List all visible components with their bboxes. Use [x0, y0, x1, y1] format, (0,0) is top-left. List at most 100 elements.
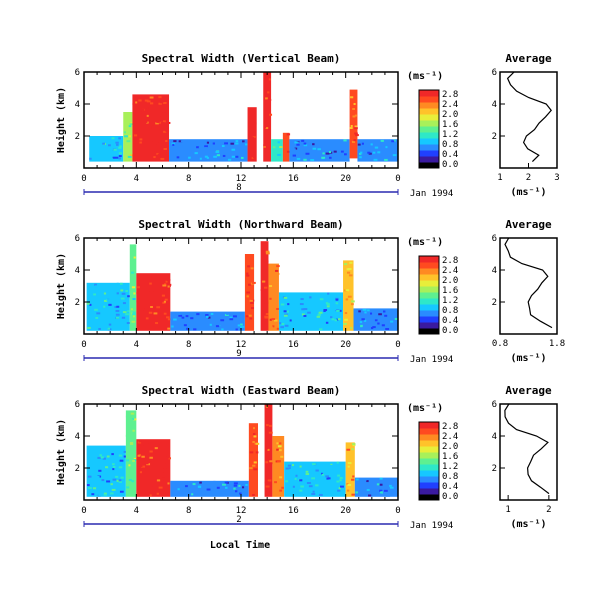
- heatmap-cell: [231, 148, 236, 151]
- heatmap-cell: [285, 471, 290, 474]
- heatmap-cell: [171, 492, 174, 495]
- heatmap-cell: [92, 473, 97, 476]
- heatmap-cell: [163, 322, 167, 325]
- heatmap-cell: [345, 142, 350, 145]
- heatmap-cell: [327, 477, 331, 480]
- heatmap-cell: [114, 156, 119, 159]
- heatmap-cell: [106, 455, 110, 458]
- heatmap-cell: [300, 298, 304, 301]
- heatmap-cell: [350, 303, 354, 306]
- average-x-tick-label: 3: [554, 173, 559, 183]
- heatmap-cell: [157, 152, 162, 155]
- heatmap-cell: [120, 297, 125, 300]
- heatmap-cell: [208, 147, 212, 150]
- heatmap-cell: [165, 140, 168, 143]
- heatmap-cell: [115, 316, 120, 319]
- average-y-tick-label: 2: [492, 132, 497, 142]
- heatmap-cell: [118, 152, 122, 155]
- heatmap-cell: [89, 157, 92, 160]
- heatmap-cell: [272, 325, 275, 328]
- heatmap-cell: [145, 472, 150, 475]
- heatmap-cell: [296, 143, 300, 146]
- heatmap-cell: [264, 301, 269, 304]
- heatmap-cell: [359, 152, 362, 155]
- heatmap-cell: [287, 303, 290, 306]
- heatmap-cell: [103, 299, 108, 302]
- colorbar-swatch: [419, 274, 439, 281]
- heatmap-cell: [374, 319, 378, 322]
- x-tick-label: 4: [134, 340, 139, 350]
- heatmap-cell: [283, 310, 287, 313]
- heatmap-cell: [95, 287, 99, 290]
- heatmap-cell: [263, 247, 268, 250]
- heatmap-band: [357, 139, 398, 162]
- heatmap-cell: [106, 480, 111, 483]
- heatmap-cell: [249, 451, 254, 454]
- y-axis-label: Height (km): [55, 419, 67, 485]
- heatmap-cell: [271, 306, 275, 309]
- panel-title: Spectral Width (Vertical Beam): [142, 52, 341, 65]
- heatmap-cell: [140, 275, 144, 278]
- heatmap-cell: [376, 483, 380, 486]
- heatmap-cell: [128, 135, 132, 138]
- heatmap-cell: [369, 312, 373, 315]
- heatmap-cell: [254, 122, 257, 125]
- heatmap-cell: [308, 485, 313, 488]
- heatmap-cell: [331, 318, 335, 321]
- heatmap-cell: [148, 443, 151, 446]
- heatmap-cell: [252, 427, 256, 430]
- heatmap-cell: [148, 317, 153, 320]
- heatmap-cell: [149, 290, 154, 293]
- heatmap-cell: [284, 324, 289, 327]
- heatmap-cell: [346, 307, 350, 310]
- heatmap-cell: [338, 309, 342, 312]
- heatmap-cell: [153, 312, 158, 315]
- heatmap-cell: [157, 448, 161, 451]
- y-tick-label: 4: [75, 432, 80, 442]
- heatmap-cell: [141, 453, 145, 456]
- heatmap-cell: [139, 471, 143, 474]
- heatmap-cell: [129, 442, 134, 445]
- heatmap-cell: [310, 159, 315, 162]
- heatmap-cell: [118, 146, 122, 149]
- heatmap-cell: [137, 441, 142, 444]
- heatmap-cell: [150, 102, 154, 105]
- heatmap-cell: [362, 308, 367, 311]
- heatmap-cell: [269, 285, 273, 288]
- heatmap-cell: [252, 441, 255, 444]
- heatmap-cell: [178, 314, 183, 317]
- heatmap-cell: [292, 148, 296, 151]
- average-x-tick-label: 1: [505, 505, 510, 515]
- heatmap-cell: [265, 485, 270, 488]
- heatmap-cell: [289, 319, 292, 322]
- heatmap-cell: [168, 283, 172, 286]
- colorbar-swatch: [419, 322, 439, 329]
- heatmap-cell: [224, 488, 229, 491]
- heatmap-cell: [120, 289, 124, 292]
- heatmap-cell: [186, 327, 189, 330]
- heatmap-cell: [287, 464, 292, 467]
- heatmap-cell: [103, 493, 108, 496]
- heatmap-cell: [209, 492, 213, 495]
- heatmap-cell: [154, 308, 157, 311]
- heatmap-cell: [131, 436, 135, 439]
- colorbar-swatch: [419, 422, 439, 429]
- date-label: Jan 1994: [410, 189, 453, 199]
- heatmap-cell: [266, 424, 269, 427]
- heatmap-cell: [230, 487, 233, 490]
- heatmap-cell: [128, 479, 132, 482]
- heatmap-cell: [251, 483, 256, 486]
- heatmap-cell: [367, 309, 370, 312]
- heatmap-cell: [278, 485, 281, 488]
- heatmap-cell: [97, 456, 102, 459]
- heatmap-cell: [171, 142, 176, 145]
- heatmap-cell: [147, 105, 151, 108]
- heatmap-cell: [167, 285, 170, 288]
- heatmap-cell: [204, 145, 208, 148]
- heatmap-cell: [320, 300, 325, 303]
- heatmap-cell: [349, 261, 353, 264]
- heatmap-cell: [196, 313, 200, 316]
- average-title: Average: [505, 384, 552, 397]
- heatmap-cell: [118, 454, 123, 457]
- heatmap-cell: [152, 141, 156, 144]
